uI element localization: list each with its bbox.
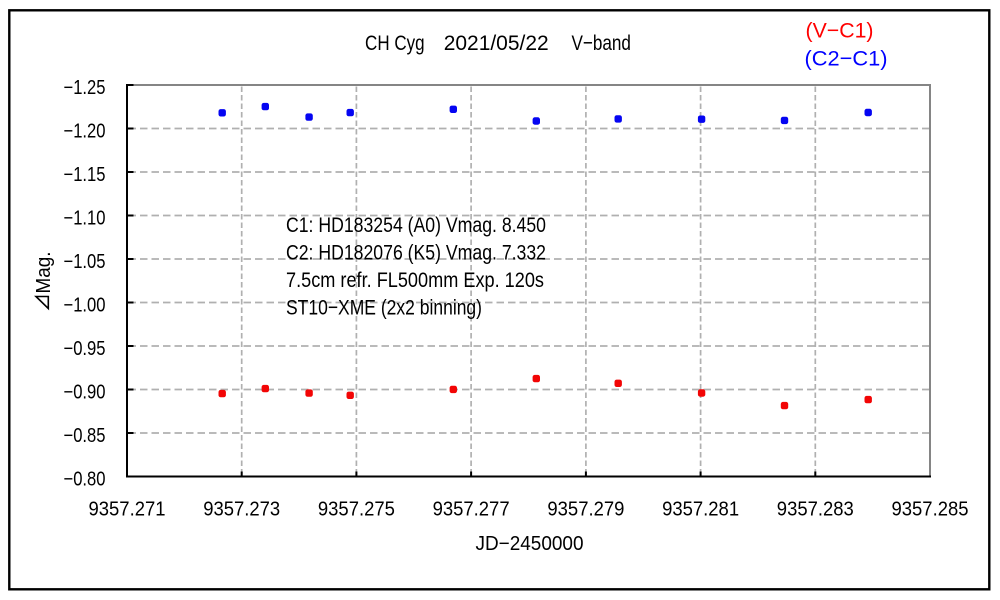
svg-text:9357.283: 9357.283 (777, 498, 854, 521)
svg-text:(V−C1): (V−C1) (806, 19, 874, 43)
svg-text:−0.80: −0.80 (64, 469, 106, 491)
svg-text:9357.285: 9357.285 (892, 498, 969, 521)
svg-text:2021/05/22: 2021/05/22 (444, 31, 549, 55)
svg-text:9357.273: 9357.273 (203, 498, 280, 521)
svg-text:9357.275: 9357.275 (318, 498, 395, 521)
svg-text:−1.25: −1.25 (64, 77, 106, 99)
svg-text:−1.10: −1.10 (64, 208, 106, 230)
svg-text:CH Cyg: CH Cyg (365, 31, 425, 55)
svg-text:−0.85: −0.85 (64, 425, 106, 447)
svg-text:−1.15: −1.15 (64, 164, 106, 186)
svg-text:−0.90: −0.90 (64, 382, 106, 404)
svg-text:9357.279: 9357.279 (547, 498, 624, 521)
svg-text:9357.271: 9357.271 (89, 498, 166, 521)
svg-text:ST10−XME (2x2 binning): ST10−XME (2x2 binning) (286, 296, 482, 320)
svg-text:(C2−C1): (C2−C1) (805, 47, 888, 71)
svg-text:9357.281: 9357.281 (662, 498, 739, 521)
svg-text:C2: HD182076 (K5) Vmag. 7.332: C2: HD182076 (K5) Vmag. 7.332 (286, 241, 546, 265)
svg-text:9357.277: 9357.277 (433, 498, 510, 521)
svg-text:Mag.: Mag. (33, 252, 55, 294)
svg-text:−1.20: −1.20 (64, 121, 106, 143)
svg-text:−1.00: −1.00 (64, 295, 106, 317)
svg-text:7.5cm refr. FL500mm Exp. 120s: 7.5cm refr. FL500mm Exp. 120s (286, 268, 544, 292)
svg-text:V−band: V−band (571, 31, 631, 55)
svg-text:−0.95: −0.95 (64, 338, 106, 360)
svg-text:JD−2450000: JD−2450000 (476, 533, 584, 555)
svg-text:−1.05: −1.05 (64, 251, 106, 273)
svg-text:C1: HD183254 (A0) Vmag. 8.450: C1: HD183254 (A0) Vmag. 8.450 (286, 213, 546, 237)
